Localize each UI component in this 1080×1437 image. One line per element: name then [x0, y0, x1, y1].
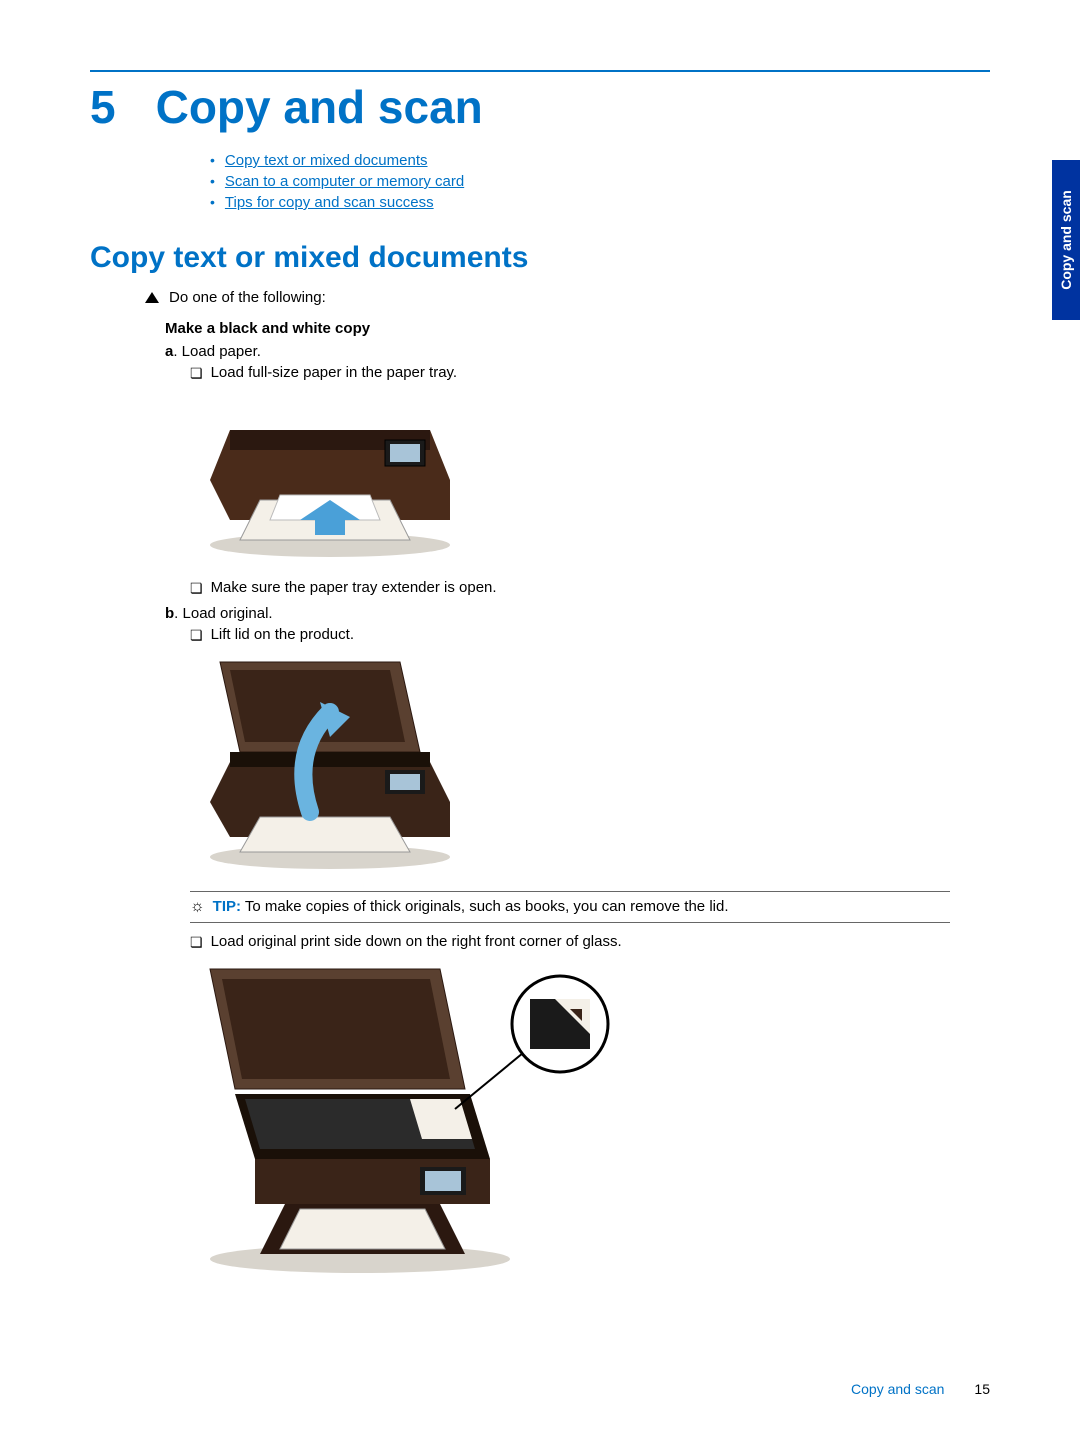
toc-link-tips[interactable]: Tips for copy and scan success — [225, 194, 434, 211]
bullet-icon: • — [210, 173, 215, 189]
step-b-sub2-text: Load original print side down on the rig… — [211, 933, 622, 951]
step-a: a. Load paper. — [165, 343, 990, 360]
box-bullet-icon: ❏ — [190, 933, 203, 951]
toc-link-copy-text[interactable]: Copy text or mixed documents — [225, 152, 428, 169]
toc-list: • Copy text or mixed documents • Scan to… — [210, 152, 990, 211]
toc-item: • Scan to a computer or memory card — [210, 173, 990, 190]
step-b-sub2: ❏ Load original print side down on the r… — [190, 933, 990, 951]
tip-block: ☼ TIP: To make copies of thick originals… — [190, 891, 950, 923]
page-footer: Copy and scan 15 — [851, 1381, 990, 1397]
box-bullet-icon: ❏ — [190, 626, 203, 644]
step-b-text: . Load original. — [174, 605, 272, 622]
box-bullet-icon: ❏ — [190, 364, 203, 382]
page-content: 5 Copy and scan • Copy text or mixed doc… — [0, 0, 1080, 1338]
footer-section: Copy and scan — [851, 1381, 944, 1397]
step-b-sub1: ❏ Lift lid on the product. — [190, 626, 990, 644]
toc-item: • Copy text or mixed documents — [210, 152, 990, 169]
chapter-number: 5 — [90, 80, 116, 134]
step-b-sub1-text: Lift lid on the product. — [211, 626, 354, 644]
top-rule — [90, 70, 990, 72]
step-a-sub2: ❏ Make sure the paper tray extender is o… — [190, 579, 990, 597]
illustration-printer-closed — [190, 390, 990, 565]
bullet-icon: • — [210, 194, 215, 210]
illustration-printer-glass — [190, 959, 990, 1284]
step-a-sub1: ❏ Load full-size paper in the paper tray… — [190, 364, 990, 382]
box-bullet-icon: ❏ — [190, 579, 203, 597]
tip-text: To make copies of thick originals, such … — [245, 898, 729, 915]
step-a-sub1-text: Load full-size paper in the paper tray. — [211, 364, 458, 382]
bullet-icon: • — [210, 152, 215, 168]
step-a-sub2-text: Make sure the paper tray extender is ope… — [211, 579, 497, 597]
illustration-printer-open — [190, 652, 990, 877]
chapter-title: Copy and scan — [156, 80, 483, 134]
footer-page-number: 15 — [974, 1381, 990, 1397]
step-b: b. Load original. — [165, 605, 990, 622]
section-heading: Copy text or mixed documents — [90, 241, 990, 275]
lightbulb-icon: ☼ — [190, 898, 205, 916]
sub-heading: Make a black and white copy — [165, 320, 990, 337]
intro-step-text: Do one of the following: — [169, 289, 326, 306]
triangle-icon — [145, 292, 159, 303]
intro-step: Do one of the following: — [145, 289, 990, 306]
step-b-label: b — [165, 605, 174, 622]
toc-link-scan[interactable]: Scan to a computer or memory card — [225, 173, 464, 190]
step-a-text: . Load paper. — [173, 343, 261, 360]
chapter-header: 5 Copy and scan — [90, 80, 990, 134]
toc-item: • Tips for copy and scan success — [210, 194, 990, 211]
tip-label: TIP: — [213, 898, 241, 915]
